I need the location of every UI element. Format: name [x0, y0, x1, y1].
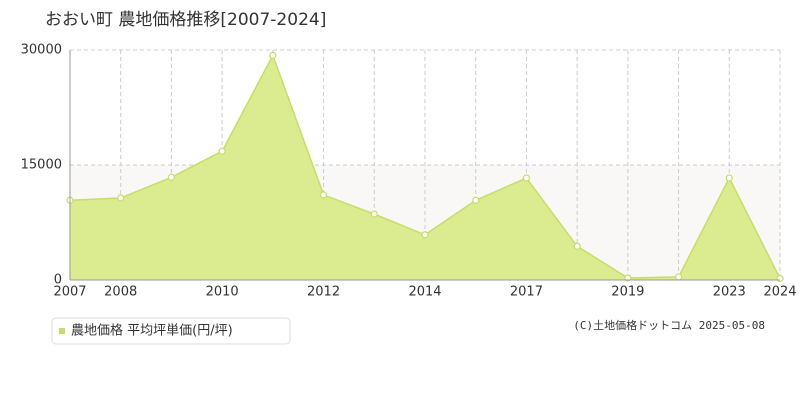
area-fill [70, 55, 780, 280]
point [218, 147, 226, 155]
point [167, 173, 176, 181]
x-tick-label: 2024 [763, 285, 796, 300]
point [472, 196, 480, 204]
legend-swatch [59, 328, 65, 334]
y-tick-label: 15000 [21, 158, 62, 173]
copyright: (C)土地価格ドットコム 2025-05-08 [573, 318, 765, 332]
y-tick-label: 0 [54, 273, 62, 288]
legend-label: 農地価格 平均坪単価(円/坪) [71, 323, 233, 339]
y-tick-label: 30000 [21, 43, 62, 58]
x-tick-label: 2017 [510, 285, 543, 300]
point [573, 242, 581, 250]
point [776, 274, 784, 283]
chart-title: おおい町 農地価格推移[2007-2024] [45, 10, 326, 30]
x-tick-label: 2010 [206, 285, 239, 300]
x-tick-label: 2012 [307, 285, 340, 300]
point [117, 194, 125, 202]
x-tick-label: 2007 [53, 285, 86, 300]
x-tick-label: 2014 [408, 285, 441, 300]
point [725, 174, 733, 182]
legend-box [51, 317, 291, 345]
point [522, 174, 531, 182]
x-tick-label: 2008 [104, 285, 137, 300]
point [674, 273, 683, 281]
point [319, 191, 328, 199]
x-tick-label: 2019 [611, 285, 644, 300]
x-tick-label: 2023 [713, 285, 746, 300]
point [421, 231, 429, 239]
point [269, 51, 277, 59]
point [370, 210, 378, 218]
